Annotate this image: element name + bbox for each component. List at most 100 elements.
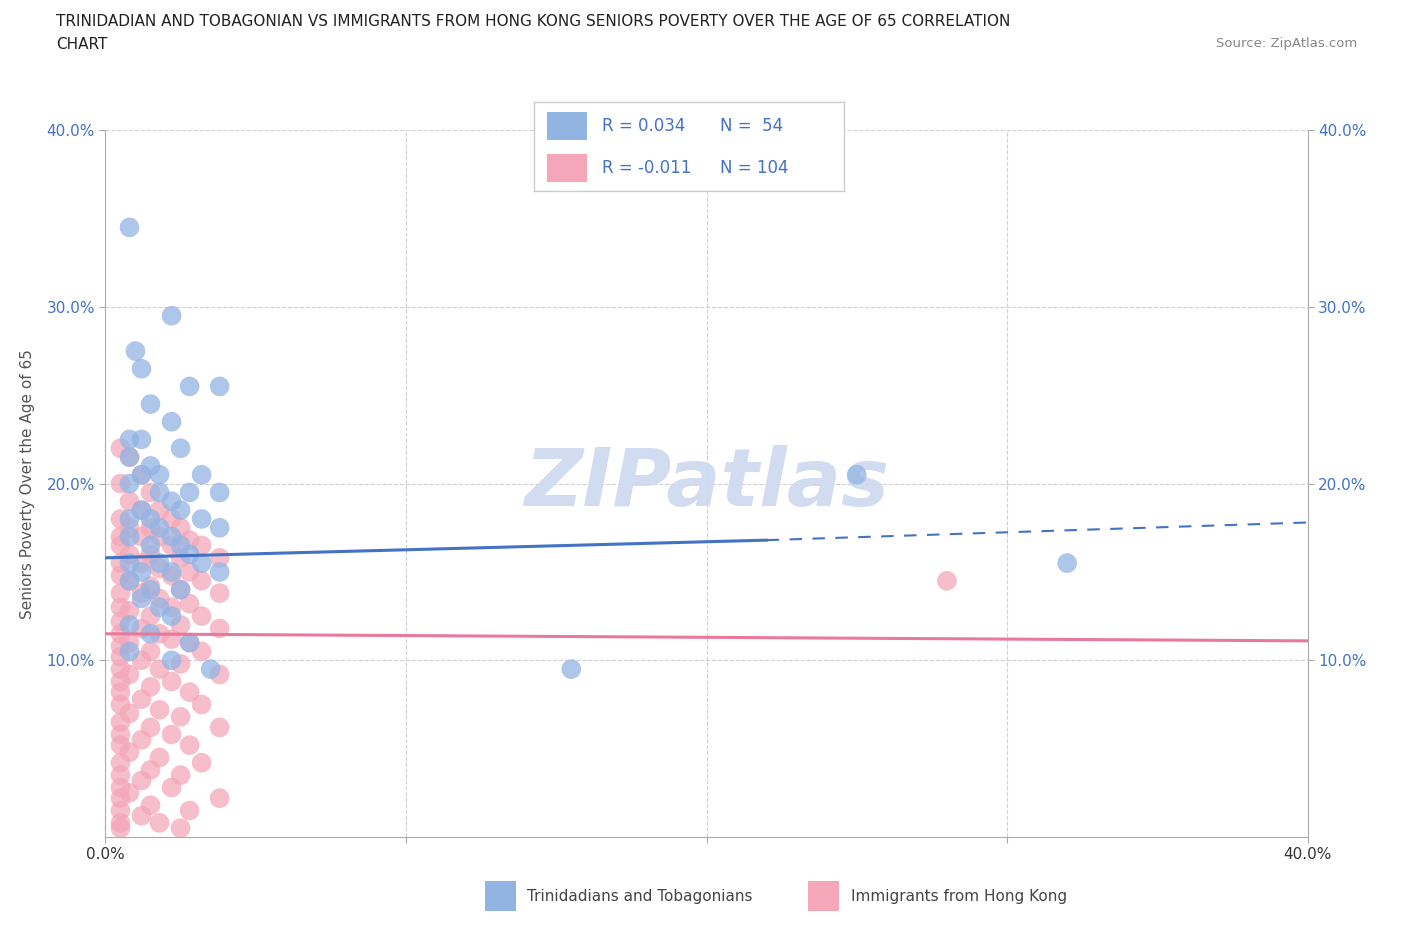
Point	[148, 521, 170, 536]
Point	[131, 586, 153, 601]
Point	[160, 631, 183, 646]
Y-axis label: Seniors Poverty Over the Age of 65: Seniors Poverty Over the Age of 65	[21, 349, 35, 618]
Point	[208, 521, 231, 536]
FancyBboxPatch shape	[547, 153, 586, 182]
Point	[200, 662, 222, 677]
Point	[179, 635, 201, 650]
Point	[139, 512, 162, 526]
Text: N = 104: N = 104	[720, 159, 789, 177]
Point	[118, 573, 141, 589]
Point	[110, 727, 132, 742]
Point	[190, 644, 212, 659]
Point	[118, 529, 141, 544]
Point	[118, 644, 141, 659]
Point	[118, 450, 141, 465]
Point	[179, 804, 201, 818]
Point	[169, 551, 191, 565]
Point	[139, 547, 162, 562]
Point	[131, 565, 153, 579]
Point	[169, 582, 191, 597]
Text: R = -0.011: R = -0.011	[602, 159, 692, 177]
Point	[179, 533, 201, 548]
Point	[190, 755, 212, 770]
Point	[110, 714, 132, 729]
Point	[208, 379, 231, 394]
Text: Trinidadians and Tobagonians: Trinidadians and Tobagonians	[527, 889, 752, 904]
FancyBboxPatch shape	[547, 112, 586, 140]
Point	[110, 698, 132, 712]
Point	[139, 458, 162, 473]
Point	[160, 415, 183, 430]
Text: Source: ZipAtlas.com: Source: ZipAtlas.com	[1216, 37, 1357, 50]
Point	[139, 644, 162, 659]
Point	[110, 674, 132, 689]
Point	[148, 750, 170, 764]
Point	[139, 578, 162, 593]
Point	[131, 653, 153, 668]
Point	[131, 591, 153, 606]
Point	[160, 780, 183, 795]
Point	[110, 790, 132, 805]
Point	[148, 485, 170, 500]
Point	[110, 816, 132, 830]
Point	[139, 485, 162, 500]
Point	[110, 768, 132, 783]
Point	[131, 468, 153, 483]
Point	[110, 639, 132, 654]
Point	[118, 521, 141, 536]
Point	[110, 627, 132, 642]
Point	[190, 609, 212, 624]
Point	[118, 745, 141, 760]
Point	[169, 618, 191, 632]
Point	[118, 635, 141, 650]
Point	[208, 551, 231, 565]
Point	[110, 441, 132, 456]
Point	[110, 600, 132, 615]
Text: R = 0.034: R = 0.034	[602, 117, 686, 135]
Point	[131, 773, 153, 788]
Point	[160, 512, 183, 526]
Point	[169, 768, 191, 783]
Point	[131, 503, 153, 518]
Point	[148, 591, 170, 606]
Point	[160, 653, 183, 668]
Point	[118, 573, 141, 589]
Point	[169, 441, 191, 456]
Point	[179, 635, 201, 650]
Point	[118, 547, 141, 562]
Point	[110, 821, 132, 836]
Point	[179, 737, 201, 752]
Point	[118, 556, 141, 571]
Point	[139, 763, 162, 777]
Point	[110, 476, 132, 491]
Point	[160, 568, 183, 583]
Point	[208, 621, 231, 636]
Point	[160, 674, 183, 689]
Point	[110, 649, 132, 664]
Point	[208, 667, 231, 682]
Point	[118, 512, 141, 526]
Point	[160, 494, 183, 509]
Point	[208, 720, 231, 735]
Point	[179, 485, 201, 500]
Point	[110, 614, 132, 629]
Point	[160, 600, 183, 615]
Point	[1056, 556, 1078, 571]
Point	[190, 512, 212, 526]
Point	[110, 684, 132, 699]
Point	[139, 582, 162, 597]
Point	[190, 468, 212, 483]
Point	[110, 529, 132, 544]
Point	[179, 547, 201, 562]
Point	[110, 737, 132, 752]
Point	[118, 432, 141, 447]
Point	[179, 379, 201, 394]
Point	[139, 798, 162, 813]
Point	[124, 344, 146, 359]
Point	[131, 808, 153, 823]
Point	[139, 609, 162, 624]
Text: N =  54: N = 54	[720, 117, 783, 135]
Point	[179, 565, 201, 579]
Point	[845, 468, 868, 483]
Point	[160, 538, 183, 552]
